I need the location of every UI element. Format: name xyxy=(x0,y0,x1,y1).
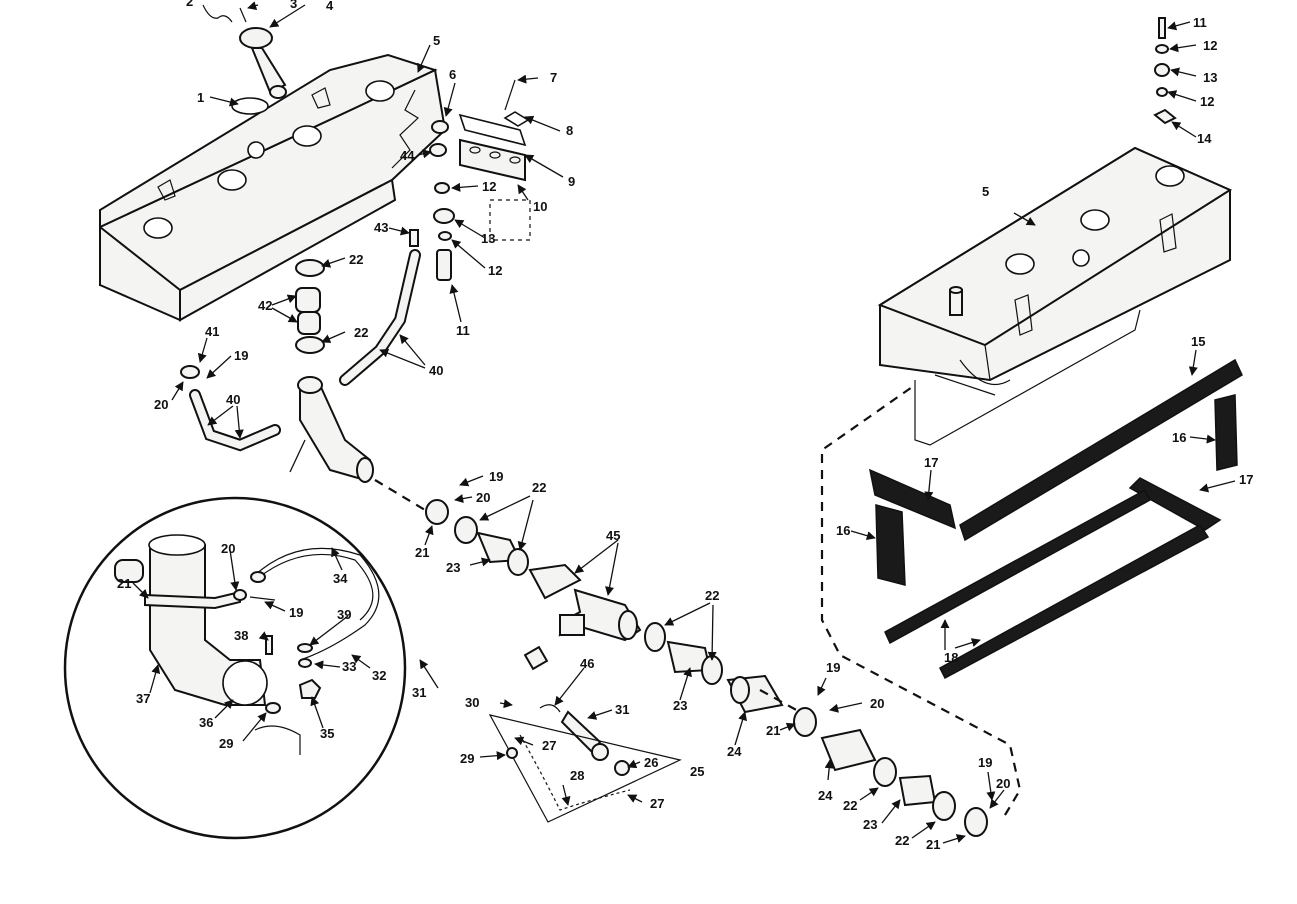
callout-numbers: 1 2 3 4 5 6 7 8 9 10 12 13 12 11 44 43 2… xyxy=(117,0,1253,852)
callout-22f: 22 xyxy=(895,833,909,848)
callout-21b: 21 xyxy=(766,723,780,738)
callout-22e: 22 xyxy=(843,798,857,813)
callout-43: 43 xyxy=(374,220,388,235)
callout-12c: 12 xyxy=(1203,38,1217,53)
callout-28: 28 xyxy=(570,768,584,783)
callout-37: 37 xyxy=(136,691,150,706)
callout-38: 38 xyxy=(234,628,248,643)
callout-31b: 31 xyxy=(615,702,629,717)
callout-40: 40 xyxy=(429,363,443,378)
callout-23b: 23 xyxy=(673,698,687,713)
callout-23: 23 xyxy=(446,560,460,575)
callout-9: 9 xyxy=(568,174,575,189)
callout-31: 31 xyxy=(412,685,426,700)
callout-23c: 23 xyxy=(863,817,877,832)
callout-16b: 16 xyxy=(836,523,850,538)
callout-20d: 20 xyxy=(996,776,1010,791)
callout-19b: 19 xyxy=(489,469,503,484)
callout-13: 13 xyxy=(481,231,495,246)
callout-8: 8 xyxy=(566,123,573,138)
callout-5: 5 xyxy=(433,33,440,48)
callout-36: 36 xyxy=(199,715,213,730)
callout-17b: 17 xyxy=(924,455,938,470)
callout-17: 17 xyxy=(1239,472,1253,487)
right-fuel-tank xyxy=(877,17,1233,446)
callout-12d: 12 xyxy=(1200,94,1214,109)
callout-12: 12 xyxy=(482,179,496,194)
callout-21: 21 xyxy=(415,545,429,560)
callout-29b: 29 xyxy=(219,736,233,751)
callout-42: 42 xyxy=(258,298,272,313)
callout-45: 45 xyxy=(606,528,620,543)
callout-26: 26 xyxy=(644,755,658,770)
callout-22b: 22 xyxy=(354,325,368,340)
callout-18: 18 xyxy=(944,650,958,665)
callout-13b: 13 xyxy=(1203,70,1217,85)
callout-21d: 21 xyxy=(117,576,131,591)
insulation-pads xyxy=(868,358,1243,680)
callout-4: 4 xyxy=(326,0,334,13)
callout-19d: 19 xyxy=(978,755,992,770)
callout-46: 46 xyxy=(580,656,594,671)
callout-1: 1 xyxy=(197,90,204,105)
callout-22: 22 xyxy=(349,252,363,267)
elbow-fitting xyxy=(297,376,374,483)
callout-20e: 20 xyxy=(221,541,235,556)
detail-view-circle xyxy=(63,439,407,840)
callout-7: 7 xyxy=(550,70,557,85)
callout-14: 14 xyxy=(1197,131,1212,146)
callout-24: 24 xyxy=(727,744,742,759)
callout-22d: 22 xyxy=(705,588,719,603)
callout-32: 32 xyxy=(372,668,386,683)
callout-41: 41 xyxy=(205,324,219,339)
callout-40b: 40 xyxy=(226,392,240,407)
callout-20b: 20 xyxy=(476,490,490,505)
callout-10: 10 xyxy=(533,199,547,214)
center-plumbing xyxy=(374,384,1022,837)
callout-27b: 27 xyxy=(650,796,664,811)
callout-6: 6 xyxy=(449,67,456,82)
callout-5b: 5 xyxy=(982,184,989,199)
callout-11: 11 xyxy=(456,323,470,338)
callout-leaders xyxy=(132,1,1236,844)
left-hoses xyxy=(180,249,421,452)
callout-12b: 12 xyxy=(488,263,502,278)
callout-29: 29 xyxy=(460,751,474,766)
callout-25: 25 xyxy=(690,764,704,779)
callout-33: 33 xyxy=(342,659,356,674)
callout-19e: 19 xyxy=(289,605,303,620)
callout-30: 30 xyxy=(465,695,479,710)
callout-20: 20 xyxy=(154,397,168,412)
callout-44: 44 xyxy=(400,148,415,163)
callout-35: 35 xyxy=(320,726,334,741)
callout-22c: 22 xyxy=(532,480,546,495)
callout-24b: 24 xyxy=(818,788,833,803)
callout-19: 19 xyxy=(234,348,248,363)
callout-20c: 20 xyxy=(870,696,884,711)
callout-3: 3 xyxy=(290,0,297,11)
left-fuel-tank xyxy=(99,53,447,322)
filler-cap-assembly xyxy=(202,4,287,99)
callout-21c: 21 xyxy=(926,837,940,852)
callout-19c: 19 xyxy=(826,660,840,675)
callout-2: 2 xyxy=(186,0,193,9)
callout-39: 39 xyxy=(337,607,351,622)
callout-11b: 11 xyxy=(1193,15,1207,30)
callout-34: 34 xyxy=(333,571,348,586)
callout-27: 27 xyxy=(542,738,556,753)
callout-15: 15 xyxy=(1191,334,1205,349)
callout-16: 16 xyxy=(1172,430,1186,445)
